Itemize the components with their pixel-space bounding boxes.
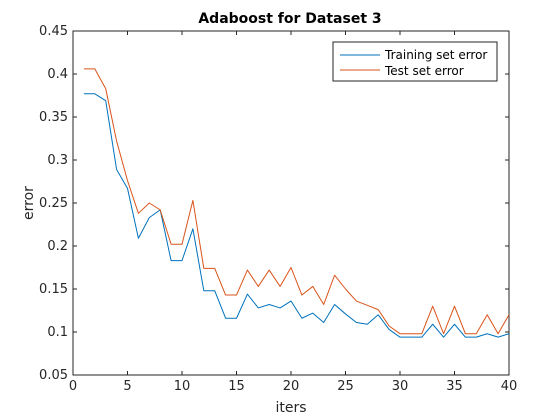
y-tick-label: 0.25 [39, 196, 68, 211]
y-tick-label: 0.15 [39, 282, 68, 297]
y-tick-label: 0.45 [39, 24, 68, 39]
y-tick-label: 0.05 [39, 368, 68, 383]
x-tick-label: 40 [501, 379, 518, 394]
series-line-training [83, 93, 510, 338]
x-axis-ticks: 0 5 10 15 20 25 30 35 40 [69, 31, 517, 394]
x-tick-label: 5 [123, 379, 131, 394]
plot-area [72, 30, 510, 376]
x-tick-label: 0 [69, 379, 77, 394]
y-tick-label: 0.4 [47, 67, 68, 82]
y-axis-label: error [21, 186, 37, 220]
y-tick-label: 0.3 [47, 153, 68, 168]
x-tick-label: 25 [337, 379, 354, 394]
y-tick-label: 0.35 [39, 110, 68, 125]
legend-box [332, 41, 498, 82]
y-tick-label: 0.1 [47, 325, 68, 340]
legend-label-test: Test set error [384, 64, 464, 78]
y-axis-ticks: 0.05 0.1 0.15 0.2 0.25 0.3 0.35 0.4 0.45 [39, 24, 509, 383]
x-tick-label: 15 [228, 379, 245, 394]
series-line-test [83, 68, 510, 335]
x-tick-label: 30 [392, 379, 409, 394]
legend-label-training: Training set error [384, 48, 487, 62]
x-tick-label: 35 [446, 379, 463, 394]
x-axis-label: iters [275, 400, 306, 416]
x-tick-label: 20 [283, 379, 300, 394]
chart-title: Adaboost for Dataset 3 [198, 11, 381, 27]
y-tick-label: 0.2 [47, 239, 68, 254]
x-tick-label: 10 [174, 379, 191, 394]
legend: Training set error Test set error [332, 41, 498, 82]
series-lines [83, 68, 510, 338]
